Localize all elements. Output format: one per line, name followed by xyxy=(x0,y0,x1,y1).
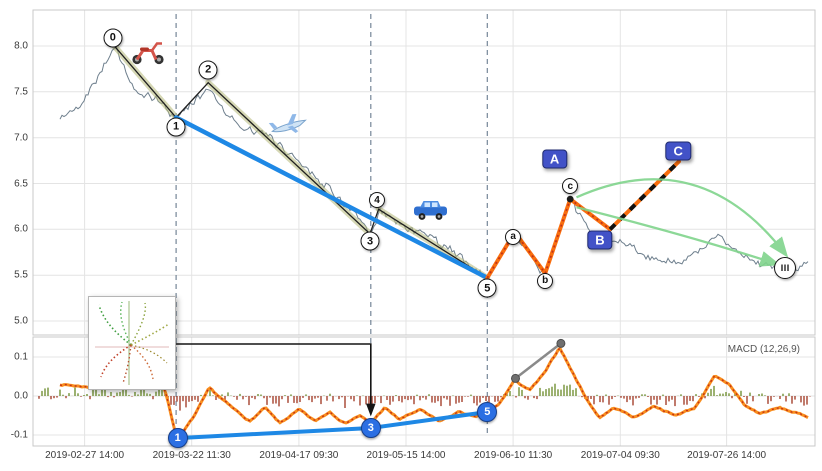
airplane-sticker[interactable] xyxy=(268,109,310,144)
wave-marker-5[interactable]: 5 xyxy=(477,278,497,298)
macd-indicator-label: MACD (12,26,9) xyxy=(727,344,800,355)
macd-divergence-dot[interactable] xyxy=(511,373,520,383)
pattern-inset-thumbnail[interactable] xyxy=(88,296,176,390)
x-axis-tick: 2019-05-15 14:00 xyxy=(366,450,446,461)
projection-arc[interactable] xyxy=(576,206,781,267)
price-series-line xyxy=(59,46,809,280)
wave-marker-III[interactable]: III xyxy=(774,256,797,279)
inset-connector-arrow xyxy=(176,343,376,417)
price-panel-border xyxy=(32,9,816,336)
wave-marker-3[interactable]: 3 xyxy=(360,231,380,251)
wave-marker-a[interactable]: a xyxy=(505,228,522,245)
macd-divergence-line[interactable] xyxy=(514,342,562,380)
wave-marker-2[interactable]: 2 xyxy=(198,60,218,80)
wave-marker-0[interactable]: 0 xyxy=(103,28,123,48)
wave-marker-4[interactable]: 4 xyxy=(369,192,386,208)
price-y-tick: 7.5 xyxy=(14,86,28,98)
projection-c-to-B[interactable] xyxy=(568,197,613,232)
badge-B[interactable]: B xyxy=(587,230,613,250)
badge-C[interactable]: C xyxy=(665,141,691,161)
x-axis-tick: 2019-07-04 09:30 xyxy=(580,450,660,461)
macd-panel-border xyxy=(32,336,816,447)
macd-divergence-dot[interactable] xyxy=(556,338,566,348)
pivot-dot-c xyxy=(566,195,574,203)
macd-wave-marker-5[interactable]: 5 xyxy=(477,401,498,422)
car-icon xyxy=(414,200,448,220)
macd-y-tick: 0.0 xyxy=(14,390,28,402)
price-y-tick: 5.0 xyxy=(14,315,28,327)
inset-scatter-image xyxy=(95,301,170,385)
x-axis-tick: 2019-06-10 11:30 xyxy=(474,450,553,461)
badge-A[interactable]: A xyxy=(541,149,568,169)
x-axis-tick: 2019-03-22 11:30 xyxy=(152,450,231,461)
x-axis-tick: 2019-04-17 09:30 xyxy=(259,450,339,461)
wave-marker-b[interactable]: b xyxy=(537,272,554,289)
scooter-icon xyxy=(132,42,164,65)
macd-y-tick: 0.1 xyxy=(14,351,28,363)
car-sticker[interactable] xyxy=(413,197,449,226)
trend-line-1-5[interactable] xyxy=(173,115,490,281)
price-y-tick: 6.5 xyxy=(14,178,28,189)
price-y-tick: 6.0 xyxy=(14,223,28,235)
impulse-line-5abc[interactable] xyxy=(485,197,573,280)
impulse-line-dots xyxy=(486,198,572,279)
wave-marker-1[interactable]: 1 xyxy=(166,117,186,137)
price-y-tick: 5.5 xyxy=(14,269,28,281)
macd-wave-marker-3[interactable]: 3 xyxy=(360,417,381,438)
macd-y-tick: -0.1 xyxy=(10,429,28,441)
scooter-sticker[interactable] xyxy=(129,39,167,72)
wave-zigzag-line[interactable] xyxy=(112,43,488,279)
airplane-icon xyxy=(268,113,307,133)
macd-wave-marker-1[interactable]: 1 xyxy=(167,428,188,449)
price-y-tick: 7.0 xyxy=(14,132,28,144)
price-y-tick: 8.0 xyxy=(14,40,28,52)
x-axis-tick: 2019-07-26 14:00 xyxy=(687,450,767,461)
projection-arc[interactable] xyxy=(576,178,789,258)
wave-marker-c[interactable]: c xyxy=(562,178,579,195)
x-axis-tick: 2019-02-27 14:00 xyxy=(45,450,125,461)
macd-histogram xyxy=(38,383,811,411)
